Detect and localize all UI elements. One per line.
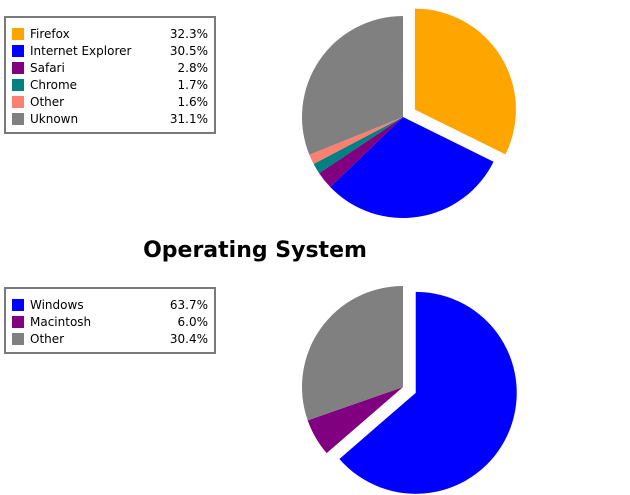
legend-value: 1.7%	[177, 78, 209, 92]
pie-slice-internet-explorer	[330, 117, 494, 218]
browser-legend: Firefox 32.3% Internet Explorer 30.5% Sa…	[4, 16, 216, 134]
legend-value: 2.8%	[177, 61, 209, 75]
legend-value: 6.0%	[177, 315, 209, 329]
legend-label: Uknown	[30, 112, 79, 126]
legend-swatch	[12, 299, 24, 311]
legend-swatch	[12, 62, 24, 74]
legend-label: Firefox	[30, 27, 70, 41]
legend-item: Macintosh 6.0%	[12, 314, 208, 331]
chart-title: Operating System	[143, 238, 367, 263]
legend-value: 63.7%	[169, 298, 208, 312]
legend-swatch	[12, 113, 24, 125]
legend-label: Safari	[30, 61, 65, 75]
legend-swatch	[12, 316, 24, 328]
pie-slice-firefox	[414, 8, 516, 155]
legend-swatch	[12, 45, 24, 57]
legend-item: Other 30.4%	[12, 331, 208, 348]
legend-label: Other	[30, 332, 65, 346]
legend-value: 32.3%	[169, 27, 208, 41]
os-legend: Windows 63.7% Macintosh 6.0% Other 30.4%	[4, 287, 216, 354]
legend-label: Internet Explorer	[30, 44, 132, 58]
legend-swatch	[12, 79, 24, 91]
legend-value: 30.5%	[169, 44, 208, 58]
legend-value: 31.1%	[169, 112, 208, 126]
legend-label: Chrome	[30, 78, 78, 92]
legend-swatch	[12, 96, 24, 108]
legend-label: Macintosh	[30, 315, 92, 329]
legend-value: 1.6%	[177, 95, 209, 109]
legend-item: Windows 63.7%	[12, 297, 208, 314]
legend-item: Other 1.6%	[12, 94, 208, 111]
legend-label: Windows	[30, 298, 84, 312]
pie-slice-other	[302, 286, 403, 421]
legend-item: Internet Explorer 30.5%	[12, 43, 208, 60]
legend-value: 30.4%	[169, 332, 208, 346]
legend-item: Chrome 1.7%	[12, 77, 208, 94]
legend-label: Other	[30, 95, 65, 109]
legend-swatch	[12, 28, 24, 40]
pie-slice-macintosh	[307, 387, 403, 454]
legend-item: Safari 2.8%	[12, 60, 208, 77]
legend-swatch	[12, 333, 24, 345]
pie-slice-windows	[339, 291, 517, 494]
legend-item: Uknown 31.1%	[12, 111, 208, 128]
pie-slice-other	[309, 117, 403, 164]
pie-slice-chrome	[313, 117, 403, 174]
pie-slice-safari	[319, 117, 403, 188]
pie-slice-uknown	[301, 16, 403, 155]
legend-item: Firefox 32.3%	[12, 26, 208, 43]
